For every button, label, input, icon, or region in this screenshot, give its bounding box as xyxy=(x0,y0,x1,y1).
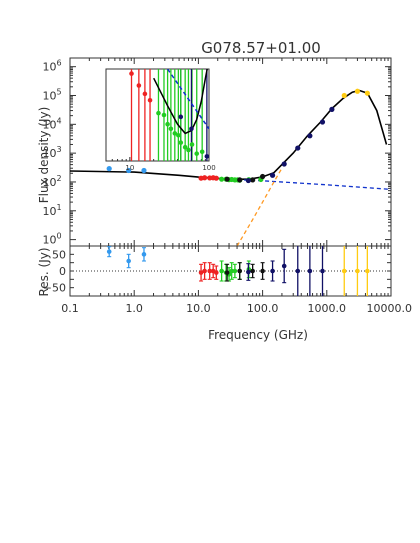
main-data-point xyxy=(260,173,266,180)
inset-data-point xyxy=(194,151,200,156)
main-data-point xyxy=(307,133,313,139)
main-y-tick-label: 103 xyxy=(42,145,61,160)
main-y-tick-label: 104 xyxy=(42,116,61,131)
main-data-point xyxy=(245,177,251,184)
residual-data-point xyxy=(250,268,255,274)
inset-data-point xyxy=(168,126,174,132)
x-tick-label: 1000.0 xyxy=(308,302,347,315)
model-component-dashed-line xyxy=(236,167,283,246)
inset-data-point xyxy=(189,142,195,147)
residual-data-point xyxy=(281,263,287,269)
residual-data-point xyxy=(106,249,112,254)
model-component-dashed-line xyxy=(237,179,391,191)
residual-data-point xyxy=(202,268,207,274)
main-data-point xyxy=(237,177,243,183)
residual-data-point xyxy=(246,269,251,275)
x-tick-label: 10.0 xyxy=(186,302,211,315)
main-data-point xyxy=(219,176,225,182)
inset-data-point xyxy=(178,140,184,145)
main-y-tick-label: 105 xyxy=(42,87,61,102)
residual-y-axis-label: Res. (Jy) xyxy=(37,247,51,296)
main-y-axis-label: Flux density (Jy) xyxy=(37,107,51,204)
residual-data-point xyxy=(341,268,347,274)
main-data-point xyxy=(126,167,132,174)
main-data-point xyxy=(364,90,370,96)
inset-data-point xyxy=(161,112,167,118)
inset-data-point xyxy=(147,97,153,103)
main-data-point xyxy=(106,166,112,172)
main-data-point xyxy=(281,161,287,167)
residual-data-point xyxy=(207,268,213,274)
main-y-tick-label: 102 xyxy=(42,174,61,189)
residual-y-tick-label: 50 xyxy=(52,248,66,261)
inset-data-point xyxy=(165,121,170,127)
residual-data-point xyxy=(320,268,325,274)
x-axis-label: Frequency (GHz) xyxy=(208,328,308,342)
residual-data-point xyxy=(141,252,147,257)
main-data-point xyxy=(329,106,335,112)
residual-data-point xyxy=(295,268,301,274)
inset-data-point xyxy=(186,147,191,153)
main-data-point xyxy=(295,145,301,151)
residual-data-point xyxy=(232,268,238,274)
main-data-point xyxy=(250,177,256,183)
residual-data-point xyxy=(229,268,234,274)
residual-data-point xyxy=(213,270,219,275)
main-y-tick-label: 100 xyxy=(42,232,61,247)
x-tick-label: 100.0 xyxy=(247,302,279,315)
main-data-point xyxy=(269,172,276,178)
inset-data-point xyxy=(136,83,142,88)
inset-x-tick-label: 100 xyxy=(202,164,215,172)
inset-data-point xyxy=(172,131,178,136)
main-data-point xyxy=(202,175,208,181)
main-data-point xyxy=(354,88,361,94)
inset-data-point xyxy=(178,114,184,120)
residual-data-point xyxy=(355,268,360,274)
residual-data-point xyxy=(224,270,230,275)
inset-x-tick-label: 10 xyxy=(125,164,134,172)
inset-panel: 10 100 xyxy=(105,68,216,172)
inset-dashed-line xyxy=(166,69,209,130)
residual-y-tick-label: −50 xyxy=(43,282,66,295)
inset-data-point xyxy=(129,71,134,76)
inset-data-point xyxy=(199,149,205,155)
main-data-point xyxy=(341,92,347,99)
residual-data-point xyxy=(237,268,243,274)
main-data-point xyxy=(319,119,326,125)
residual-data-point xyxy=(365,268,370,274)
residual-data-point xyxy=(307,268,313,274)
residual-y-tick-label: 0 xyxy=(59,265,66,278)
residual-panel: 50 0 −50 0.1 1.0 10.0 100.0 1000.0 10000.0 xyxy=(43,245,413,315)
main-data-point xyxy=(141,167,147,174)
inset-data-point xyxy=(182,144,188,150)
x-tick-label: 10000.0 xyxy=(367,302,413,315)
inset-data-point xyxy=(142,91,148,97)
residual-data-point xyxy=(219,268,224,274)
x-tick-label: 1.0 xyxy=(125,302,143,315)
main-panel: 100 101 102 103 104 105 106 xyxy=(42,57,392,247)
residual-data-point xyxy=(198,270,204,275)
main-y-tick-label: 101 xyxy=(42,203,61,218)
x-tick-label: 0.1 xyxy=(61,302,79,315)
inset-data-point xyxy=(189,126,194,132)
residual-data-point xyxy=(270,268,275,274)
inset-data-point xyxy=(156,110,161,116)
main-y-tick-label: 106 xyxy=(42,59,61,74)
chart-title: G078.57+01.00 xyxy=(201,39,321,57)
inset-data-point xyxy=(176,132,181,138)
inset-data-point xyxy=(204,154,210,159)
residual-data-point xyxy=(126,258,131,264)
main-data-point xyxy=(213,175,219,181)
main-data-point xyxy=(224,176,230,182)
residual-data-point xyxy=(260,268,265,274)
